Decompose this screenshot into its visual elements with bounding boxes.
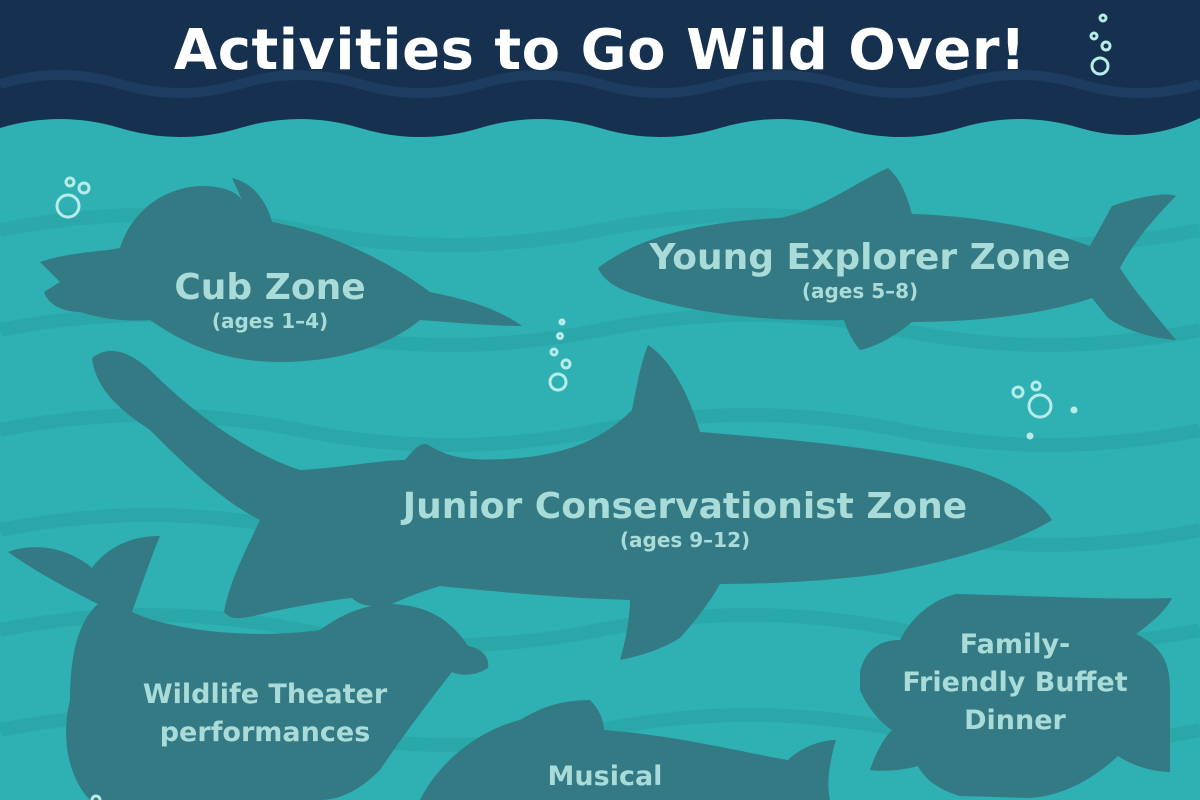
activity-buffet-dinner: Family- Friendly Buffet Dinner — [870, 626, 1160, 740]
header-band — [0, 0, 1200, 137]
bubble-cluster-top-right — [1089, 13, 1112, 76]
penguin-silhouette — [40, 178, 522, 362]
zone-card-young-explorer: Young Explorer Zone (ages 5–8) — [620, 238, 1100, 304]
page-title: Activities to Go Wild Over! — [173, 18, 1027, 83]
activity-line: Wildlife Theater — [142, 679, 388, 710]
activity-line: Musical — [547, 761, 663, 792]
bubble-bottom-left — [90, 794, 102, 800]
seal-silhouette — [8, 536, 489, 800]
zone-card-junior-conservationist: Junior Conservationist Zone (ages 9–12) — [380, 487, 990, 553]
activity-wildlife-theater: Wildlife Theater performances — [110, 676, 420, 752]
zone-card-cub: Cub Zone (ages 1–4) — [140, 268, 400, 334]
zone-name: Cub Zone — [174, 267, 366, 308]
bubble-cluster-left — [55, 176, 91, 219]
activity-line: Friendly Buffet — [902, 667, 1128, 698]
activity-musical: Musical — [470, 758, 740, 796]
bubble-cluster-right — [1011, 380, 1078, 440]
zone-ages: (ages 5–8) — [801, 279, 919, 303]
zone-ages: (ages 9–12) — [619, 528, 751, 552]
activity-line: performances — [159, 717, 371, 748]
activity-line: Family- — [959, 629, 1071, 660]
sea-turtle-silhouette — [860, 594, 1172, 798]
fish-silhouette — [420, 700, 836, 800]
zone-name: Junior Conservationist Zone — [402, 486, 968, 527]
header-wave-line — [0, 70, 1200, 98]
activity-line: Dinner — [964, 705, 1066, 736]
bubble-cluster-center — [548, 318, 572, 392]
shark-silhouette-large — [92, 345, 1052, 660]
zone-name: Young Explorer Zone — [649, 237, 1071, 278]
zone-ages: (ages 1–4) — [211, 309, 329, 333]
shark-silhouette-small — [598, 168, 1176, 350]
